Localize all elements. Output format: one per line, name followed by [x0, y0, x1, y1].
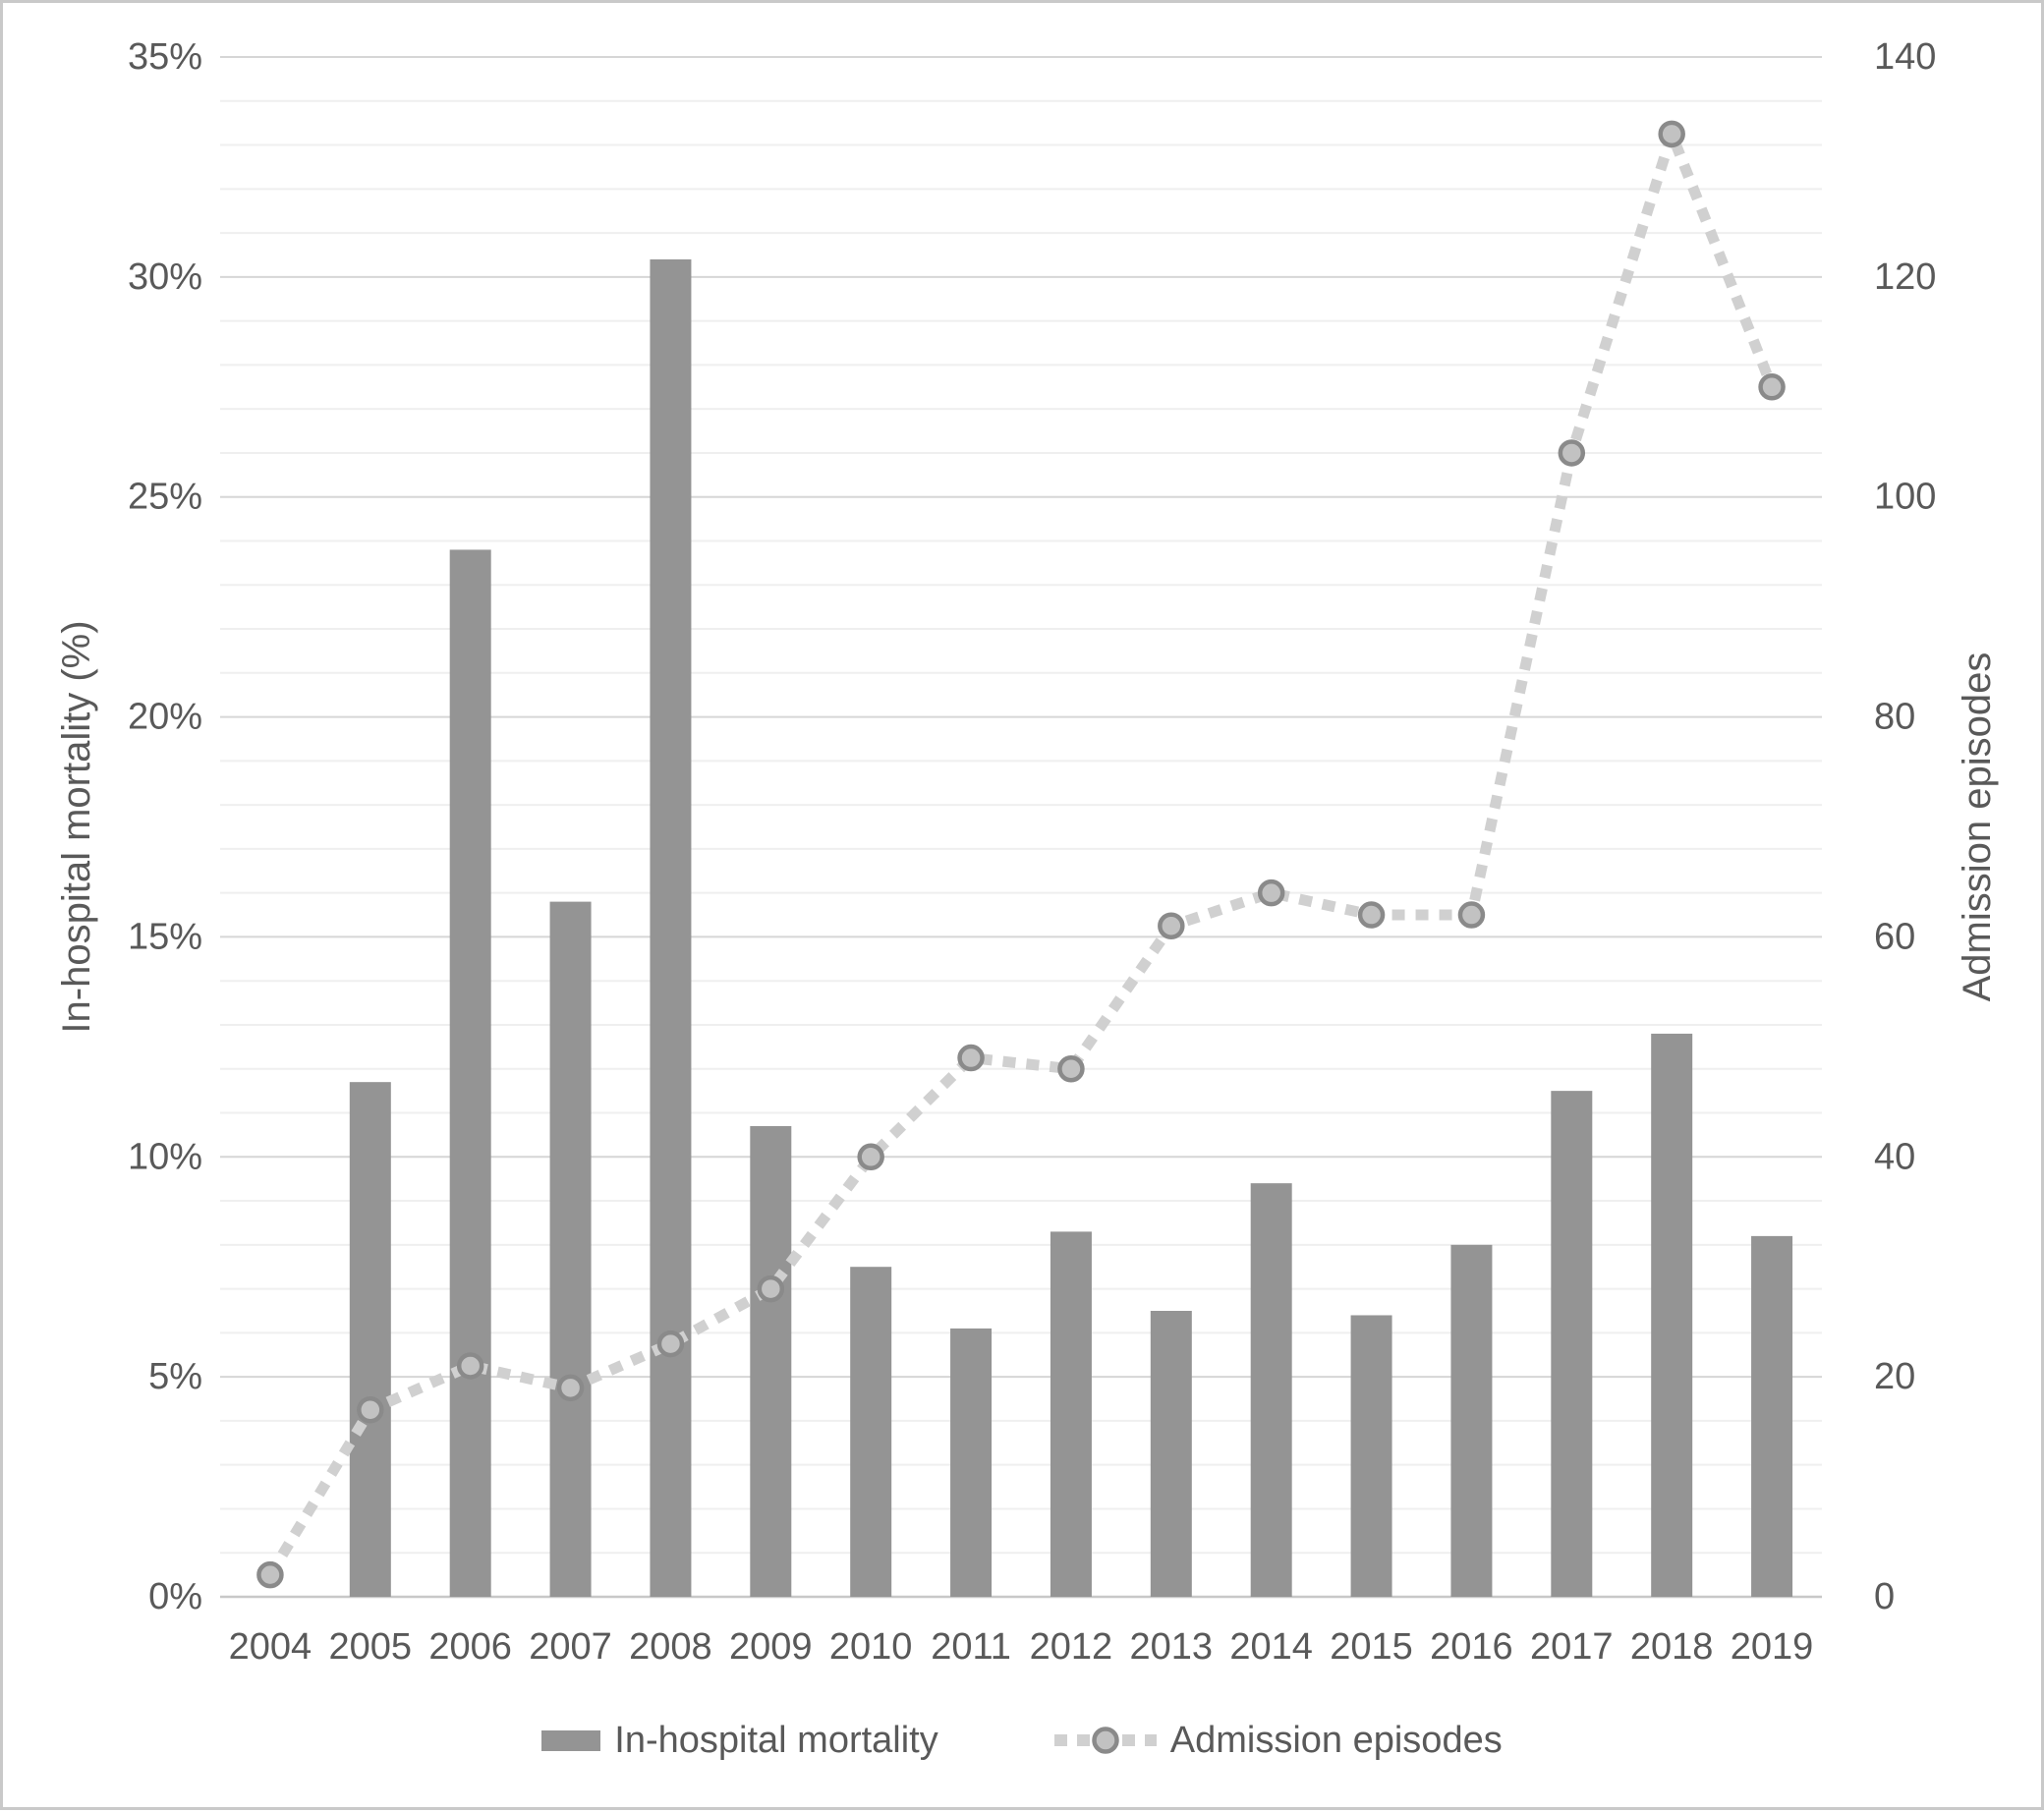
right-tick-label: 0	[1874, 1576, 1895, 1617]
bar-2017	[1551, 1091, 1593, 1597]
right-tick-label: 80	[1874, 697, 1915, 738]
right-tick-label: 120	[1874, 256, 1936, 298]
right-tick-label: 60	[1874, 916, 1915, 957]
left-tick-label: 5%	[148, 1356, 202, 1397]
bar-2007	[549, 901, 592, 1597]
bar-2014	[1250, 1183, 1292, 1597]
x-tick-label: 2007	[529, 1626, 612, 1668]
x-tick-label: 2012	[1030, 1626, 1113, 1668]
swatch-marker	[1092, 1727, 1119, 1754]
x-tick-label: 2009	[729, 1626, 813, 1668]
marker-2014	[1257, 878, 1285, 907]
legend-item-mortality: In-hospital mortality	[541, 1719, 938, 1762]
bar-2009	[750, 1125, 792, 1597]
marker-2018	[1658, 120, 1685, 148]
marker-2006	[456, 1352, 484, 1380]
dashed-line-swatch	[1053, 1727, 1157, 1754]
marker-2019	[1758, 373, 1786, 401]
bar-2015	[1350, 1315, 1392, 1597]
x-tick-label: 2014	[1229, 1626, 1313, 1668]
admission-line-layer	[256, 117, 1786, 1589]
bar-2012	[1050, 1231, 1092, 1597]
marker-2016	[1457, 901, 1486, 929]
left-tick-label: 30%	[128, 256, 202, 298]
admission-episodes-line	[265, 117, 1778, 1578]
legend-label-admissions: Admission episodes	[1169, 1719, 1503, 1761]
legend: In-hospital mortality Admission episodes	[3, 1711, 2041, 1770]
x-tick-label: 2017	[1530, 1626, 1614, 1668]
left-tick-label: 25%	[128, 477, 202, 518]
left-tick-label: 0%	[148, 1576, 202, 1617]
marker-2013	[1158, 912, 1185, 939]
left-axis-tick-labels: 0% 5% 10% 15% 20% 25% 30% 35%	[128, 36, 202, 1617]
right-tick-label: 100	[1874, 477, 1936, 518]
marker-2004	[256, 1560, 284, 1589]
right-tick-label: 20	[1874, 1356, 1915, 1397]
bar-2008	[650, 258, 692, 1597]
bar-2013	[1150, 1310, 1192, 1597]
x-tick-label: 2015	[1330, 1626, 1413, 1668]
bar-2006	[449, 549, 491, 1598]
marker-2010	[857, 1143, 884, 1171]
marker-2011	[957, 1044, 985, 1072]
left-axis-title: In-hospital mortality (%)	[55, 620, 98, 1033]
bar-swatch	[541, 1729, 601, 1751]
marker-2007	[556, 1374, 585, 1402]
legend-item-admissions: Admission episodes	[1053, 1719, 1503, 1762]
bars-layer	[349, 258, 1793, 1598]
x-axis-tick-labels: 2004 2005 2006 2007 2008 2009 2010 2011 2012 2013…	[229, 1626, 1814, 1668]
bar-2005	[349, 1082, 391, 1597]
x-tick-label: 2005	[329, 1626, 413, 1668]
marker-2012	[1057, 1054, 1085, 1083]
left-tick-label: 15%	[128, 916, 202, 957]
right-tick-label: 140	[1874, 36, 1936, 78]
bar-2019	[1751, 1235, 1793, 1597]
right-axis-tick-labels: 0 20 40 60 80 100 120 140	[1874, 36, 1936, 1617]
marker-2017	[1558, 439, 1586, 467]
x-tick-label: 2016	[1430, 1626, 1513, 1668]
x-tick-label: 2019	[1731, 1626, 1814, 1668]
x-tick-label: 2004	[229, 1626, 312, 1668]
x-tick-label: 2013	[1130, 1626, 1214, 1668]
marker-2015	[1357, 901, 1386, 929]
marker-2005	[357, 1395, 384, 1424]
x-tick-label: 2006	[428, 1626, 512, 1668]
left-tick-label: 35%	[128, 36, 202, 78]
right-tick-label: 40	[1874, 1136, 1915, 1177]
bar-2010	[850, 1267, 892, 1597]
bar-2016	[1450, 1244, 1493, 1597]
left-tick-label: 10%	[128, 1136, 202, 1177]
chart-canvas: 0% 5% 10% 15% 20% 25% 30% 35% 0 20 40 60 80 100 120 14…	[55, 36, 1999, 1668]
x-tick-label: 2011	[931, 1626, 1011, 1668]
x-tick-label: 2008	[629, 1626, 712, 1668]
bar-2011	[950, 1328, 993, 1597]
marker-2008	[656, 1330, 685, 1358]
marker-2009	[757, 1275, 785, 1303]
x-tick-label: 2010	[829, 1626, 913, 1668]
left-tick-label: 20%	[128, 697, 202, 738]
legend-label-mortality: In-hospital mortality	[614, 1719, 938, 1761]
right-axis-title: Admission episodes	[1956, 652, 1999, 1002]
x-tick-label: 2018	[1630, 1626, 1714, 1668]
bar-2018	[1651, 1033, 1693, 1597]
